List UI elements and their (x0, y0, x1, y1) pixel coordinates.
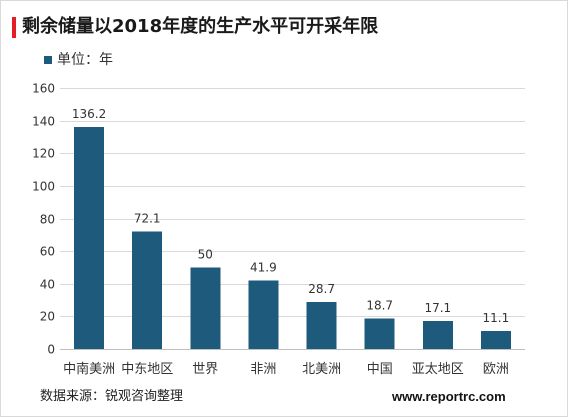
y-tick-label-140: 140 (32, 115, 55, 129)
bar-8 (480, 330, 511, 349)
category-label-8: 欧洲 (483, 362, 509, 377)
category-label-5: 北美洲 (302, 362, 341, 377)
website-url: www.reportrc.com (392, 389, 506, 404)
bar-3 (190, 267, 221, 349)
bar-6 (364, 318, 395, 349)
y-axis: 0 20 40 60 80 100 120 140 160 (32, 82, 55, 357)
value-label-8: 11.1 (483, 311, 510, 325)
y-tick-label-60: 60 (40, 245, 55, 259)
bar-7 (422, 321, 453, 349)
title-accent-bar (12, 17, 16, 38)
bar-5 (306, 302, 337, 349)
y-tick-label-160: 160 (32, 82, 55, 96)
value-label-1: 136.2 (72, 107, 106, 121)
value-label-3: 50 (198, 247, 213, 261)
chart-title: 剩余储量以2018年度的生产水平可开采年限 (22, 16, 379, 37)
y-tick-label-0: 0 (47, 343, 55, 357)
bars (74, 126, 511, 349)
value-label-6: 18.7 (366, 299, 393, 313)
y-tick-label-20: 20 (40, 310, 55, 324)
y-tick-label-40: 40 (40, 278, 55, 292)
category-label-6: 中国 (367, 362, 393, 377)
category-label-4: 非洲 (250, 362, 276, 377)
data-source-note: 数据来源：锐观咨询整理 (40, 389, 184, 404)
x-axis: 中南美洲 中东地区 世界 非洲 北美洲 中国 亚太地区 欧洲 (60, 349, 525, 377)
legend-swatch (44, 56, 52, 64)
category-label-2: 中东地区 (121, 362, 173, 377)
bar-1 (74, 126, 105, 349)
legend: 单位：年 (44, 51, 113, 69)
value-label-7: 17.1 (424, 301, 451, 315)
gridlines (60, 88, 525, 317)
y-tick-label-80: 80 (40, 213, 55, 227)
bar-4 (248, 280, 279, 349)
legend-label: 单位：年 (57, 52, 113, 68)
value-label-2: 72.1 (134, 211, 161, 225)
category-label-3: 世界 (192, 362, 218, 377)
data-labels: 136.2 72.1 50 41.9 28.7 18.7 17.1 11.1 (72, 107, 509, 325)
value-label-5: 28.7 (308, 282, 335, 296)
bar-2 (132, 231, 163, 349)
value-label-4: 41.9 (250, 261, 277, 275)
category-label-7: 亚太地区 (412, 362, 464, 377)
y-tick-label-120: 120 (32, 147, 55, 161)
category-label-1: 中南美洲 (63, 361, 115, 377)
y-tick-label-100: 100 (32, 180, 55, 194)
